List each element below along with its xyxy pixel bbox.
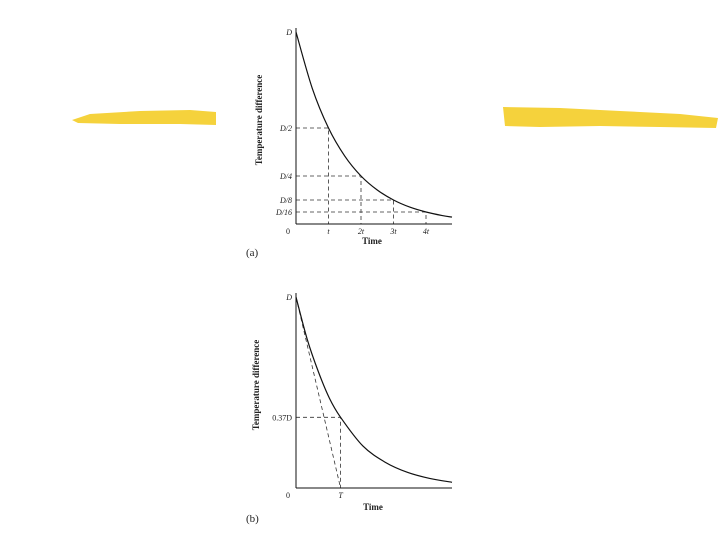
- chart-a-y-tick-label: D/8: [279, 196, 292, 205]
- chart-b-x-tick-label: 0: [286, 491, 290, 500]
- chart-b-guide-line: [296, 416, 341, 488]
- chart-b-xlabel: Time: [363, 502, 383, 512]
- chart-b: Temperature difference Time (b) D 0.37D 0 T: [246, 293, 453, 525]
- chart-a: Temperature difference Time (a) D D/2 D/4 D…: [246, 28, 453, 259]
- chart-a-guide-line: [296, 127, 329, 224]
- chart-b-ylabel: Temperature difference: [251, 340, 261, 431]
- chart-b-x-tick-label: T: [338, 491, 343, 500]
- chart-b-y-tick-label: 0.37D: [272, 413, 292, 422]
- chart-b-decay-curve: [295, 296, 453, 483]
- chart-a-y-tick-label: D: [285, 28, 292, 37]
- brush-stroke-right: [503, 107, 718, 128]
- chart-a-panel-label: (a): [246, 247, 259, 259]
- chart-b-panel-label: (b): [246, 513, 259, 525]
- chart-a-x-tick-label: 0: [286, 227, 290, 236]
- brush-stroke-left: [72, 110, 216, 125]
- chart-a-y-tick-label: D/2: [279, 124, 292, 133]
- chart-a-x-tick-label: t: [327, 227, 330, 236]
- chart-a-x-tick-label: 4t: [423, 227, 430, 236]
- decorative-brush-strokes: [72, 107, 718, 128]
- chart-a-x-tick-label: 2t: [358, 227, 365, 236]
- chart-b-tangent-line: [295, 296, 341, 489]
- chart-a-decay-curve: [295, 31, 453, 218]
- chart-a-x-tick-label: 3t: [389, 227, 397, 236]
- chart-a-y-tick-label: D/16: [275, 208, 292, 217]
- chart-b-y-tick-label: D: [285, 293, 292, 302]
- chart-a-xlabel: Time: [362, 236, 382, 246]
- chart-a-guide-line: [296, 199, 394, 224]
- chart-a-y-tick-label: D/4: [279, 172, 292, 181]
- chart-a-ylabel: Temperature difference: [254, 75, 264, 166]
